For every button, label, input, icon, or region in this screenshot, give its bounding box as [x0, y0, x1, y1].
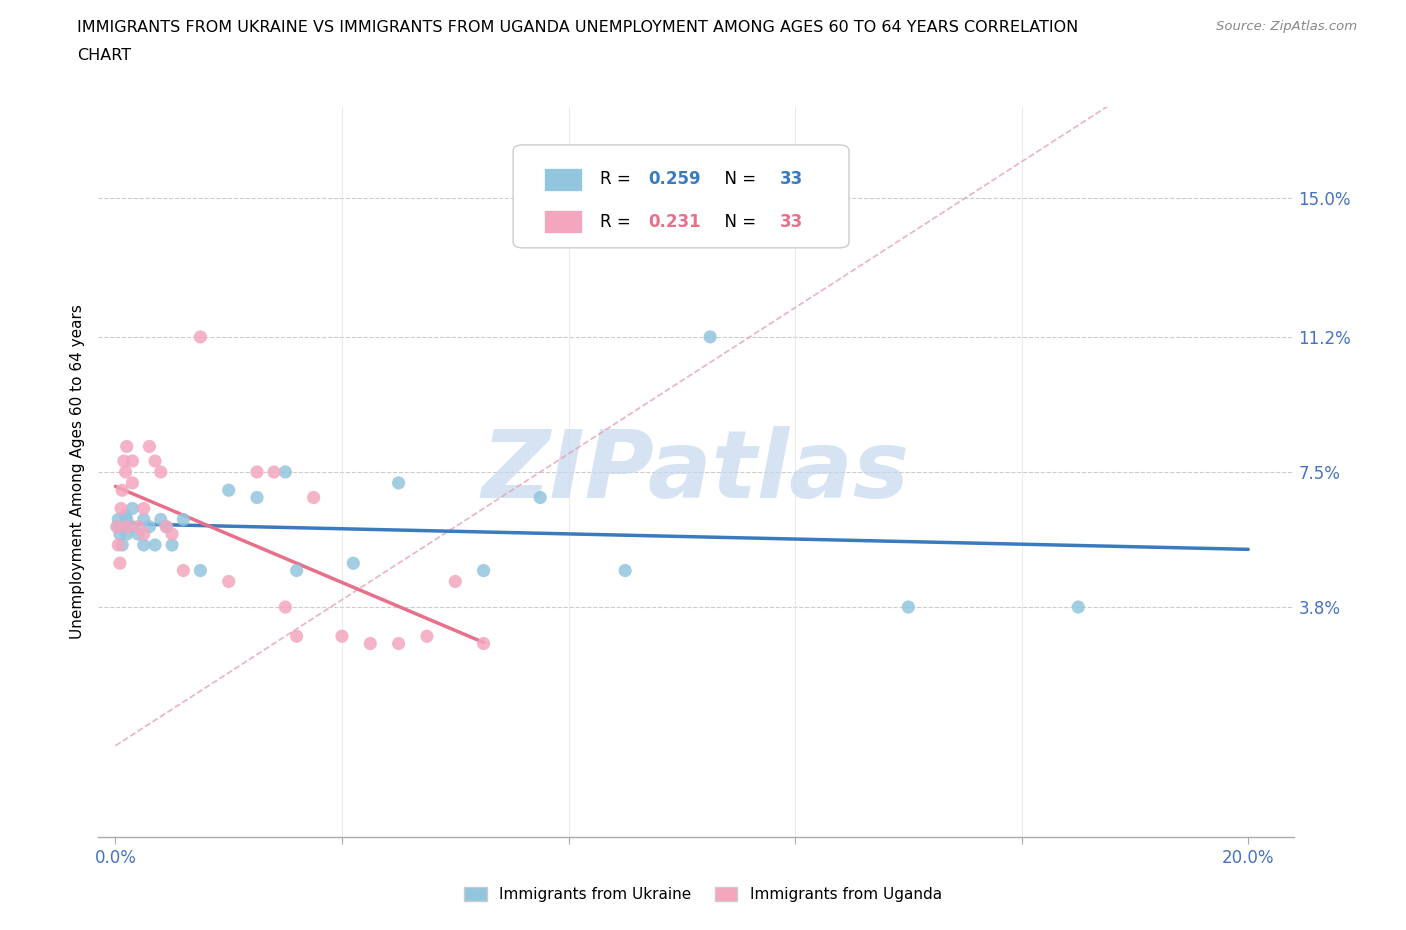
- Point: [121, 475, 143, 490]
- Point: [149, 512, 172, 527]
- Point: [218, 483, 240, 498]
- Text: N =: N =: [714, 213, 761, 231]
- Point: [110, 519, 132, 534]
- Point: [172, 563, 194, 578]
- Point: [121, 501, 143, 516]
- Point: [110, 501, 132, 516]
- Point: [246, 490, 269, 505]
- Point: [138, 439, 160, 454]
- Point: [114, 509, 136, 524]
- Point: [115, 526, 138, 541]
- Point: [149, 465, 172, 480]
- Y-axis label: Unemployment Among Ages 60 to 64 years: Unemployment Among Ages 60 to 64 years: [69, 304, 84, 640]
- Point: [132, 501, 155, 516]
- Point: [274, 465, 297, 480]
- Point: [111, 483, 134, 498]
- Point: [132, 538, 155, 552]
- Point: [897, 600, 920, 615]
- Point: [285, 563, 308, 578]
- Point: [112, 519, 135, 534]
- Text: IMMIGRANTS FROM UKRAINE VS IMMIGRANTS FROM UGANDA UNEMPLOYMENT AMONG AGES 60 TO : IMMIGRANTS FROM UKRAINE VS IMMIGRANTS FR…: [77, 20, 1078, 35]
- FancyBboxPatch shape: [513, 145, 849, 248]
- Point: [190, 329, 212, 344]
- Point: [107, 512, 129, 527]
- Point: [246, 465, 269, 480]
- Point: [472, 563, 495, 578]
- Point: [121, 519, 143, 534]
- Point: [114, 465, 136, 480]
- Text: ZIPatlas: ZIPatlas: [482, 426, 910, 518]
- Point: [155, 519, 177, 534]
- Point: [274, 600, 297, 615]
- Point: [263, 465, 285, 480]
- Point: [115, 439, 138, 454]
- Text: R =: R =: [600, 170, 637, 188]
- Point: [614, 563, 637, 578]
- Text: CHART: CHART: [77, 48, 131, 63]
- Point: [160, 526, 183, 541]
- Point: [160, 538, 183, 552]
- Point: [444, 574, 467, 589]
- Point: [121, 454, 143, 469]
- Point: [699, 329, 721, 344]
- Point: [138, 519, 160, 534]
- Text: Source: ZipAtlas.com: Source: ZipAtlas.com: [1216, 20, 1357, 33]
- Point: [529, 490, 551, 505]
- Text: 0.231: 0.231: [648, 213, 700, 231]
- Text: 33: 33: [779, 170, 803, 188]
- Point: [111, 538, 134, 552]
- Point: [107, 538, 129, 552]
- Point: [172, 512, 194, 527]
- Point: [190, 563, 212, 578]
- Bar: [544, 167, 582, 191]
- Text: 33: 33: [779, 213, 803, 231]
- Point: [285, 629, 308, 644]
- Point: [127, 519, 149, 534]
- Point: [132, 512, 155, 527]
- Point: [359, 636, 381, 651]
- Text: R =: R =: [600, 213, 637, 231]
- Point: [143, 538, 166, 552]
- Point: [218, 574, 240, 589]
- Point: [127, 526, 149, 541]
- Point: [416, 629, 439, 644]
- Point: [155, 519, 177, 534]
- Point: [1067, 600, 1090, 615]
- Point: [108, 526, 131, 541]
- Text: N =: N =: [714, 170, 761, 188]
- Legend: Immigrants from Ukraine, Immigrants from Uganda: Immigrants from Ukraine, Immigrants from…: [458, 881, 948, 909]
- Point: [388, 475, 411, 490]
- Point: [472, 636, 495, 651]
- Point: [388, 636, 411, 651]
- Point: [132, 526, 155, 541]
- Text: 0.259: 0.259: [648, 170, 700, 188]
- Bar: [544, 210, 582, 233]
- Point: [105, 519, 128, 534]
- Point: [112, 454, 135, 469]
- Point: [115, 512, 138, 527]
- Point: [108, 556, 131, 571]
- Point: [105, 519, 128, 534]
- Point: [143, 454, 166, 469]
- Point: [330, 629, 353, 644]
- Point: [342, 556, 364, 571]
- Point: [302, 490, 325, 505]
- Point: [115, 519, 138, 534]
